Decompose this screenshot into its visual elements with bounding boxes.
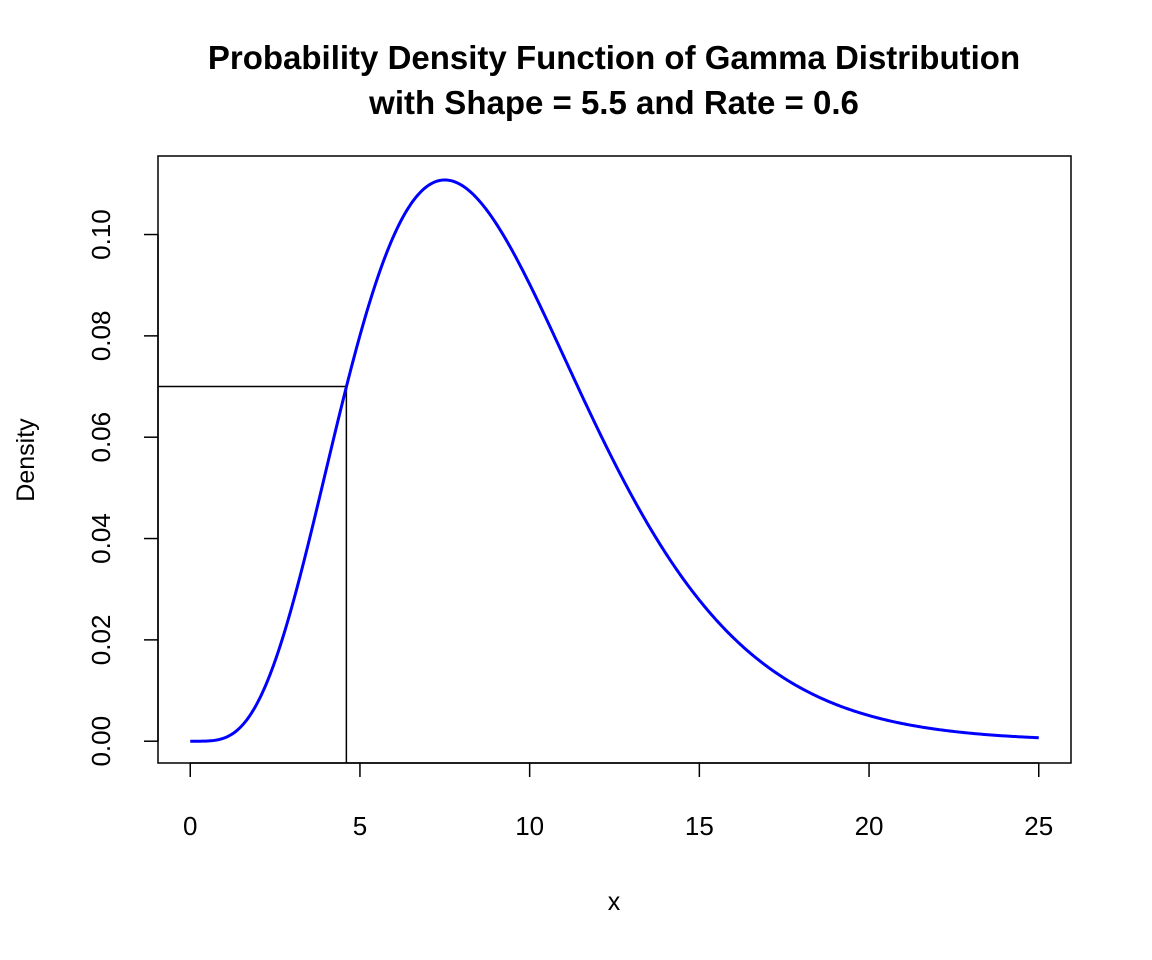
x-axis: 0 5 10 15 20 25 xyxy=(183,762,1053,841)
x-tick-label: 10 xyxy=(515,811,544,841)
y-tick-label: 0.10 xyxy=(86,209,116,260)
plot-frame xyxy=(157,155,1072,764)
y-tick-label: 0.04 xyxy=(86,513,116,564)
y-axis: 0.00 0.02 0.04 0.06 0.08 0.10 xyxy=(86,209,159,767)
x-tick-label: 0 xyxy=(183,811,197,841)
x-axis-label: x xyxy=(608,888,621,916)
x-tick-label: 20 xyxy=(855,811,884,841)
y-tick-label: 0.02 xyxy=(86,615,116,666)
x-tick-label: 25 xyxy=(1024,811,1053,841)
chart-subtitle: with Shape = 5.5 and Rate = 0.6 xyxy=(368,84,859,121)
y-tick-label: 0.00 xyxy=(86,716,116,767)
density-curve xyxy=(190,178,1039,743)
chart-title: Probability Density Function of Gamma Di… xyxy=(208,39,1020,76)
x-tick-label: 15 xyxy=(685,811,714,841)
reference-lines xyxy=(158,385,348,763)
y-tick-label: 0.06 xyxy=(86,412,116,463)
y-axis-label: Density xyxy=(12,418,40,502)
x-tick-label: 5 xyxy=(353,811,367,841)
y-tick-label: 0.08 xyxy=(86,311,116,362)
